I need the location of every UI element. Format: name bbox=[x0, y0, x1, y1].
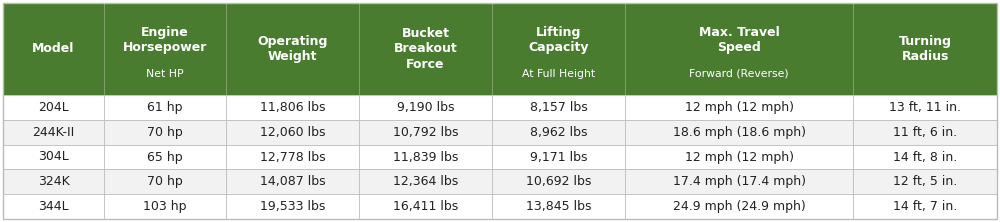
Bar bbox=[853, 3, 997, 95]
Bar bbox=[625, 95, 853, 120]
Text: 17.4 mph (17.4 mph): 17.4 mph (17.4 mph) bbox=[673, 175, 806, 188]
Text: 11,839 lbs: 11,839 lbs bbox=[393, 151, 458, 163]
Bar bbox=[226, 3, 359, 95]
Bar bbox=[359, 145, 492, 169]
Bar bbox=[625, 169, 853, 194]
Text: 65 hp: 65 hp bbox=[147, 151, 183, 163]
Bar bbox=[853, 95, 997, 120]
Text: 344L: 344L bbox=[38, 200, 69, 213]
Bar bbox=[492, 194, 625, 219]
Bar bbox=[625, 145, 853, 169]
Text: 16,411 lbs: 16,411 lbs bbox=[393, 200, 458, 213]
Text: Operating
Weight: Operating Weight bbox=[258, 35, 328, 63]
Bar bbox=[492, 120, 625, 145]
Bar bbox=[3, 3, 104, 95]
Bar bbox=[226, 95, 359, 120]
Text: 11,806 lbs: 11,806 lbs bbox=[260, 101, 325, 114]
Text: Bucket
Breakout
Force: Bucket Breakout Force bbox=[394, 27, 457, 71]
Bar bbox=[104, 169, 226, 194]
Bar bbox=[625, 120, 853, 145]
Bar bbox=[853, 120, 997, 145]
Bar bbox=[104, 145, 226, 169]
Text: 12,778 lbs: 12,778 lbs bbox=[260, 151, 326, 163]
Bar bbox=[492, 3, 625, 95]
Text: 61 hp: 61 hp bbox=[147, 101, 183, 114]
Text: 12,364 lbs: 12,364 lbs bbox=[393, 175, 458, 188]
Text: 12 mph (12 mph): 12 mph (12 mph) bbox=[685, 151, 794, 163]
Bar bbox=[3, 120, 104, 145]
Text: 12 ft, 5 in.: 12 ft, 5 in. bbox=[893, 175, 957, 188]
Text: 9,190 lbs: 9,190 lbs bbox=[397, 101, 454, 114]
Text: 14 ft, 8 in.: 14 ft, 8 in. bbox=[893, 151, 957, 163]
Text: 70 hp: 70 hp bbox=[147, 126, 183, 139]
Text: 9,171 lbs: 9,171 lbs bbox=[530, 151, 587, 163]
Text: 13 ft, 11 in.: 13 ft, 11 in. bbox=[889, 101, 961, 114]
Bar bbox=[226, 194, 359, 219]
Bar bbox=[226, 169, 359, 194]
Bar bbox=[104, 3, 226, 95]
Bar bbox=[359, 95, 492, 120]
Text: 8,157 lbs: 8,157 lbs bbox=[530, 101, 587, 114]
Text: 14 ft, 7 in.: 14 ft, 7 in. bbox=[893, 200, 957, 213]
Text: 12,060 lbs: 12,060 lbs bbox=[260, 126, 325, 139]
Bar bbox=[359, 3, 492, 95]
Text: Forward (Reverse): Forward (Reverse) bbox=[689, 69, 789, 79]
Bar bbox=[853, 145, 997, 169]
Text: 12 mph (12 mph): 12 mph (12 mph) bbox=[685, 101, 794, 114]
Text: 11 ft, 6 in.: 11 ft, 6 in. bbox=[893, 126, 957, 139]
Text: 8,962 lbs: 8,962 lbs bbox=[530, 126, 587, 139]
Bar bbox=[359, 120, 492, 145]
Bar bbox=[359, 194, 492, 219]
Text: 10,692 lbs: 10,692 lbs bbox=[526, 175, 591, 188]
Text: 18.6 mph (18.6 mph): 18.6 mph (18.6 mph) bbox=[673, 126, 806, 139]
Text: 10,792 lbs: 10,792 lbs bbox=[393, 126, 458, 139]
Bar bbox=[3, 194, 104, 219]
Bar bbox=[226, 120, 359, 145]
Text: Engine
Horsepower: Engine Horsepower bbox=[123, 26, 207, 54]
Text: Lifting
Capacity: Lifting Capacity bbox=[528, 26, 589, 54]
Bar bbox=[3, 169, 104, 194]
Text: 324K: 324K bbox=[38, 175, 69, 188]
Text: At Full Height: At Full Height bbox=[522, 69, 595, 79]
Text: 244K-II: 244K-II bbox=[32, 126, 75, 139]
Bar bbox=[104, 95, 226, 120]
Bar bbox=[853, 169, 997, 194]
Bar bbox=[492, 145, 625, 169]
Text: 103 hp: 103 hp bbox=[143, 200, 187, 213]
Text: 19,533 lbs: 19,533 lbs bbox=[260, 200, 325, 213]
Text: Max. Travel
Speed: Max. Travel Speed bbox=[699, 26, 780, 54]
Bar bbox=[492, 95, 625, 120]
Bar bbox=[104, 120, 226, 145]
Bar bbox=[226, 145, 359, 169]
Bar bbox=[625, 194, 853, 219]
Text: Model: Model bbox=[32, 42, 75, 56]
Bar bbox=[3, 145, 104, 169]
Bar bbox=[359, 169, 492, 194]
Text: 14,087 lbs: 14,087 lbs bbox=[260, 175, 326, 188]
Text: 204L: 204L bbox=[38, 101, 69, 114]
Text: Net HP: Net HP bbox=[146, 69, 184, 79]
Text: 70 hp: 70 hp bbox=[147, 175, 183, 188]
Bar bbox=[625, 3, 853, 95]
Text: 24.9 mph (24.9 mph): 24.9 mph (24.9 mph) bbox=[673, 200, 806, 213]
Bar bbox=[853, 194, 997, 219]
Text: 13,845 lbs: 13,845 lbs bbox=[526, 200, 591, 213]
Text: Turning
Radius: Turning Radius bbox=[899, 35, 952, 63]
Text: 304L: 304L bbox=[38, 151, 69, 163]
Bar bbox=[104, 194, 226, 219]
Bar bbox=[3, 95, 104, 120]
Bar bbox=[492, 169, 625, 194]
